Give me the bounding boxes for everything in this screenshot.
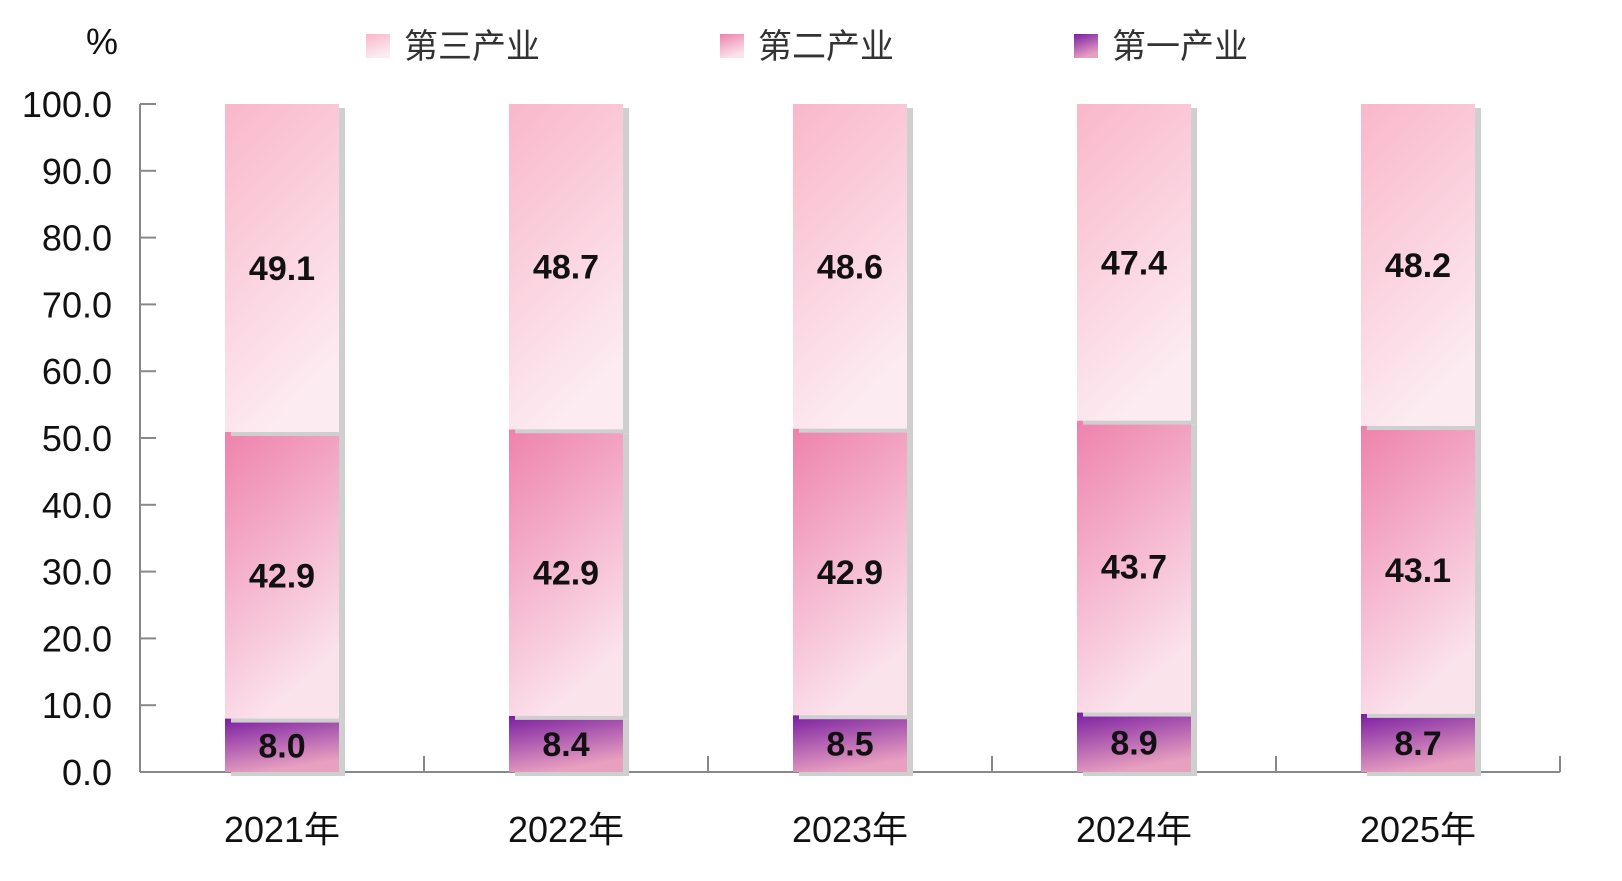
data-label: 8.7: [1394, 725, 1441, 763]
y-tick-label: 60.0: [42, 351, 112, 392]
y-tick-label: 80.0: [42, 218, 112, 259]
bar-segment: [1361, 425, 1475, 714]
y-tick-label: 40.0: [42, 485, 112, 526]
data-label: 48.2: [1385, 247, 1451, 285]
y-tick-label: 20.0: [42, 618, 112, 659]
data-label: 43.7: [1101, 549, 1167, 587]
y-unit-label: %: [86, 21, 118, 62]
bar-segment: [1361, 104, 1475, 426]
x-category-label: 2021年: [224, 809, 340, 850]
data-label: 42.9: [249, 557, 315, 595]
bar-segment: [793, 104, 907, 429]
bar-segment: [225, 718, 339, 772]
data-label: 47.4: [1101, 244, 1167, 282]
legend-item-label: 第一产业: [1112, 27, 1248, 67]
bar-segment: [225, 431, 339, 719]
bar-segment: [1077, 104, 1191, 421]
bar-stack: 8.9 43.7 47.4: [1077, 104, 1197, 776]
y-tick-label: 10.0: [42, 685, 112, 726]
bars: 8.0 42.9 49.1 8.4 42.9 48.7 8.5 42.9 48.6 8.9 43.7…: [225, 104, 1481, 776]
y-axis: 0.0 10.0 20.0 30.0 40.0 50.0 60.0 70.0 80.0 90.0 1…: [22, 84, 156, 793]
bar-segment: [225, 104, 339, 432]
bar-segment: [509, 715, 623, 772]
data-label: 49.1: [249, 250, 315, 288]
bar-stack: 8.0 42.9 49.1: [225, 104, 345, 776]
legend-swatch: [1074, 34, 1098, 58]
data-label: 43.1: [1385, 552, 1451, 590]
data-label: 8.9: [1110, 724, 1157, 762]
legend-item-label: 第三产业: [404, 27, 540, 67]
data-label: 42.9: [533, 555, 599, 593]
y-tick-label: 70.0: [42, 284, 112, 325]
data-label: 8.0: [258, 727, 305, 765]
bar-segment: [1077, 420, 1191, 713]
legend-item-label: 第二产业: [758, 27, 894, 67]
bar-stack: 8.5 42.9 48.6: [793, 104, 913, 776]
y-tick-label: 50.0: [42, 418, 112, 459]
legend-swatch: [720, 34, 744, 58]
bar-segment: [509, 429, 623, 716]
bar-stack: 8.7 43.1 48.2: [1361, 104, 1481, 776]
legend-swatch: [366, 34, 390, 58]
x-category-label: 2022年: [508, 809, 624, 850]
data-label: 48.7: [533, 249, 599, 287]
x-category-label: 2025年: [1360, 809, 1476, 850]
legend: 第三产业 第二产业 第一产业: [366, 27, 1248, 67]
data-label: 8.5: [826, 726, 873, 764]
data-label: 48.6: [817, 248, 883, 286]
data-label: 8.4: [542, 726, 589, 764]
x-category-label: 2023年: [792, 809, 908, 850]
y-tick-label: 30.0: [42, 552, 112, 593]
data-label: 42.9: [817, 554, 883, 592]
x-category-label: 2024年: [1076, 809, 1192, 850]
bar-segment: [1361, 713, 1475, 772]
bar-segment: [1077, 712, 1191, 772]
bar-segment: [793, 428, 907, 716]
bar-stack: 8.4 42.9 48.7: [509, 104, 629, 776]
y-tick-label: 90.0: [42, 151, 112, 192]
bar-segment: [509, 104, 623, 430]
y-tick-label: 0.0: [62, 752, 112, 793]
y-tick-label: 100.0: [22, 84, 112, 125]
bar-segment: [793, 715, 907, 772]
